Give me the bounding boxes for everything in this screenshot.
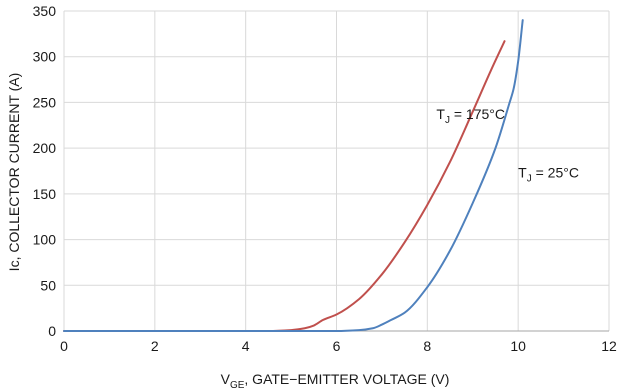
series-line-25: [63, 19, 524, 333]
y-tick-label: 300: [33, 49, 57, 65]
series-labels: TJ = 175°CTJ = 25°C: [436, 106, 579, 185]
y-tick-label: 350: [33, 3, 57, 19]
series-label-25: TJ = 25°C: [518, 164, 579, 184]
series-label-main: T: [518, 164, 527, 180]
x-tick-label: 6: [333, 338, 341, 354]
x-tick-label: 0: [60, 338, 68, 354]
y-axis-label: Ic, COLLECTOR CURRENT (A): [6, 73, 22, 272]
x-tick-label: 4: [242, 338, 250, 354]
grid: [63, 10, 610, 332]
series-label-175: TJ = 175°C: [436, 106, 505, 126]
y-tick-label: 250: [33, 94, 57, 110]
y-tick-label: 150: [33, 186, 57, 202]
x-tick-label: 2: [151, 338, 159, 354]
x-tick-label: 10: [510, 338, 526, 354]
series-lines: [63, 19, 524, 333]
y-tick-label: 50: [40, 277, 56, 293]
axes: 0 2 4 6 8 10 12 0 50 100 150 200 250 300 350: [33, 3, 617, 354]
series-label-rest: = 175°C: [450, 106, 505, 122]
series-label-rest: = 25°C: [532, 164, 579, 180]
x-tick-label: 8: [423, 338, 431, 354]
x-axis-label-rest: , GATE−EMITTER VOLTAGE (V): [244, 371, 449, 387]
x-tick-label: 12: [601, 338, 617, 354]
y-tick-label: 0: [48, 323, 56, 339]
x-axis-label-main: V: [221, 371, 231, 387]
series-line-175: [63, 40, 506, 333]
series-label-sub: J: [445, 115, 450, 126]
series-label-main: T: [436, 106, 445, 122]
y-tick-label: 200: [33, 140, 57, 156]
x-axis-label: VGE, GATE−EMITTER VOLTAGE (V): [221, 371, 450, 391]
y-tick-label: 100: [33, 232, 57, 248]
x-axis-label-sub: GE: [230, 380, 245, 391]
series-label-sub: J: [527, 173, 532, 184]
